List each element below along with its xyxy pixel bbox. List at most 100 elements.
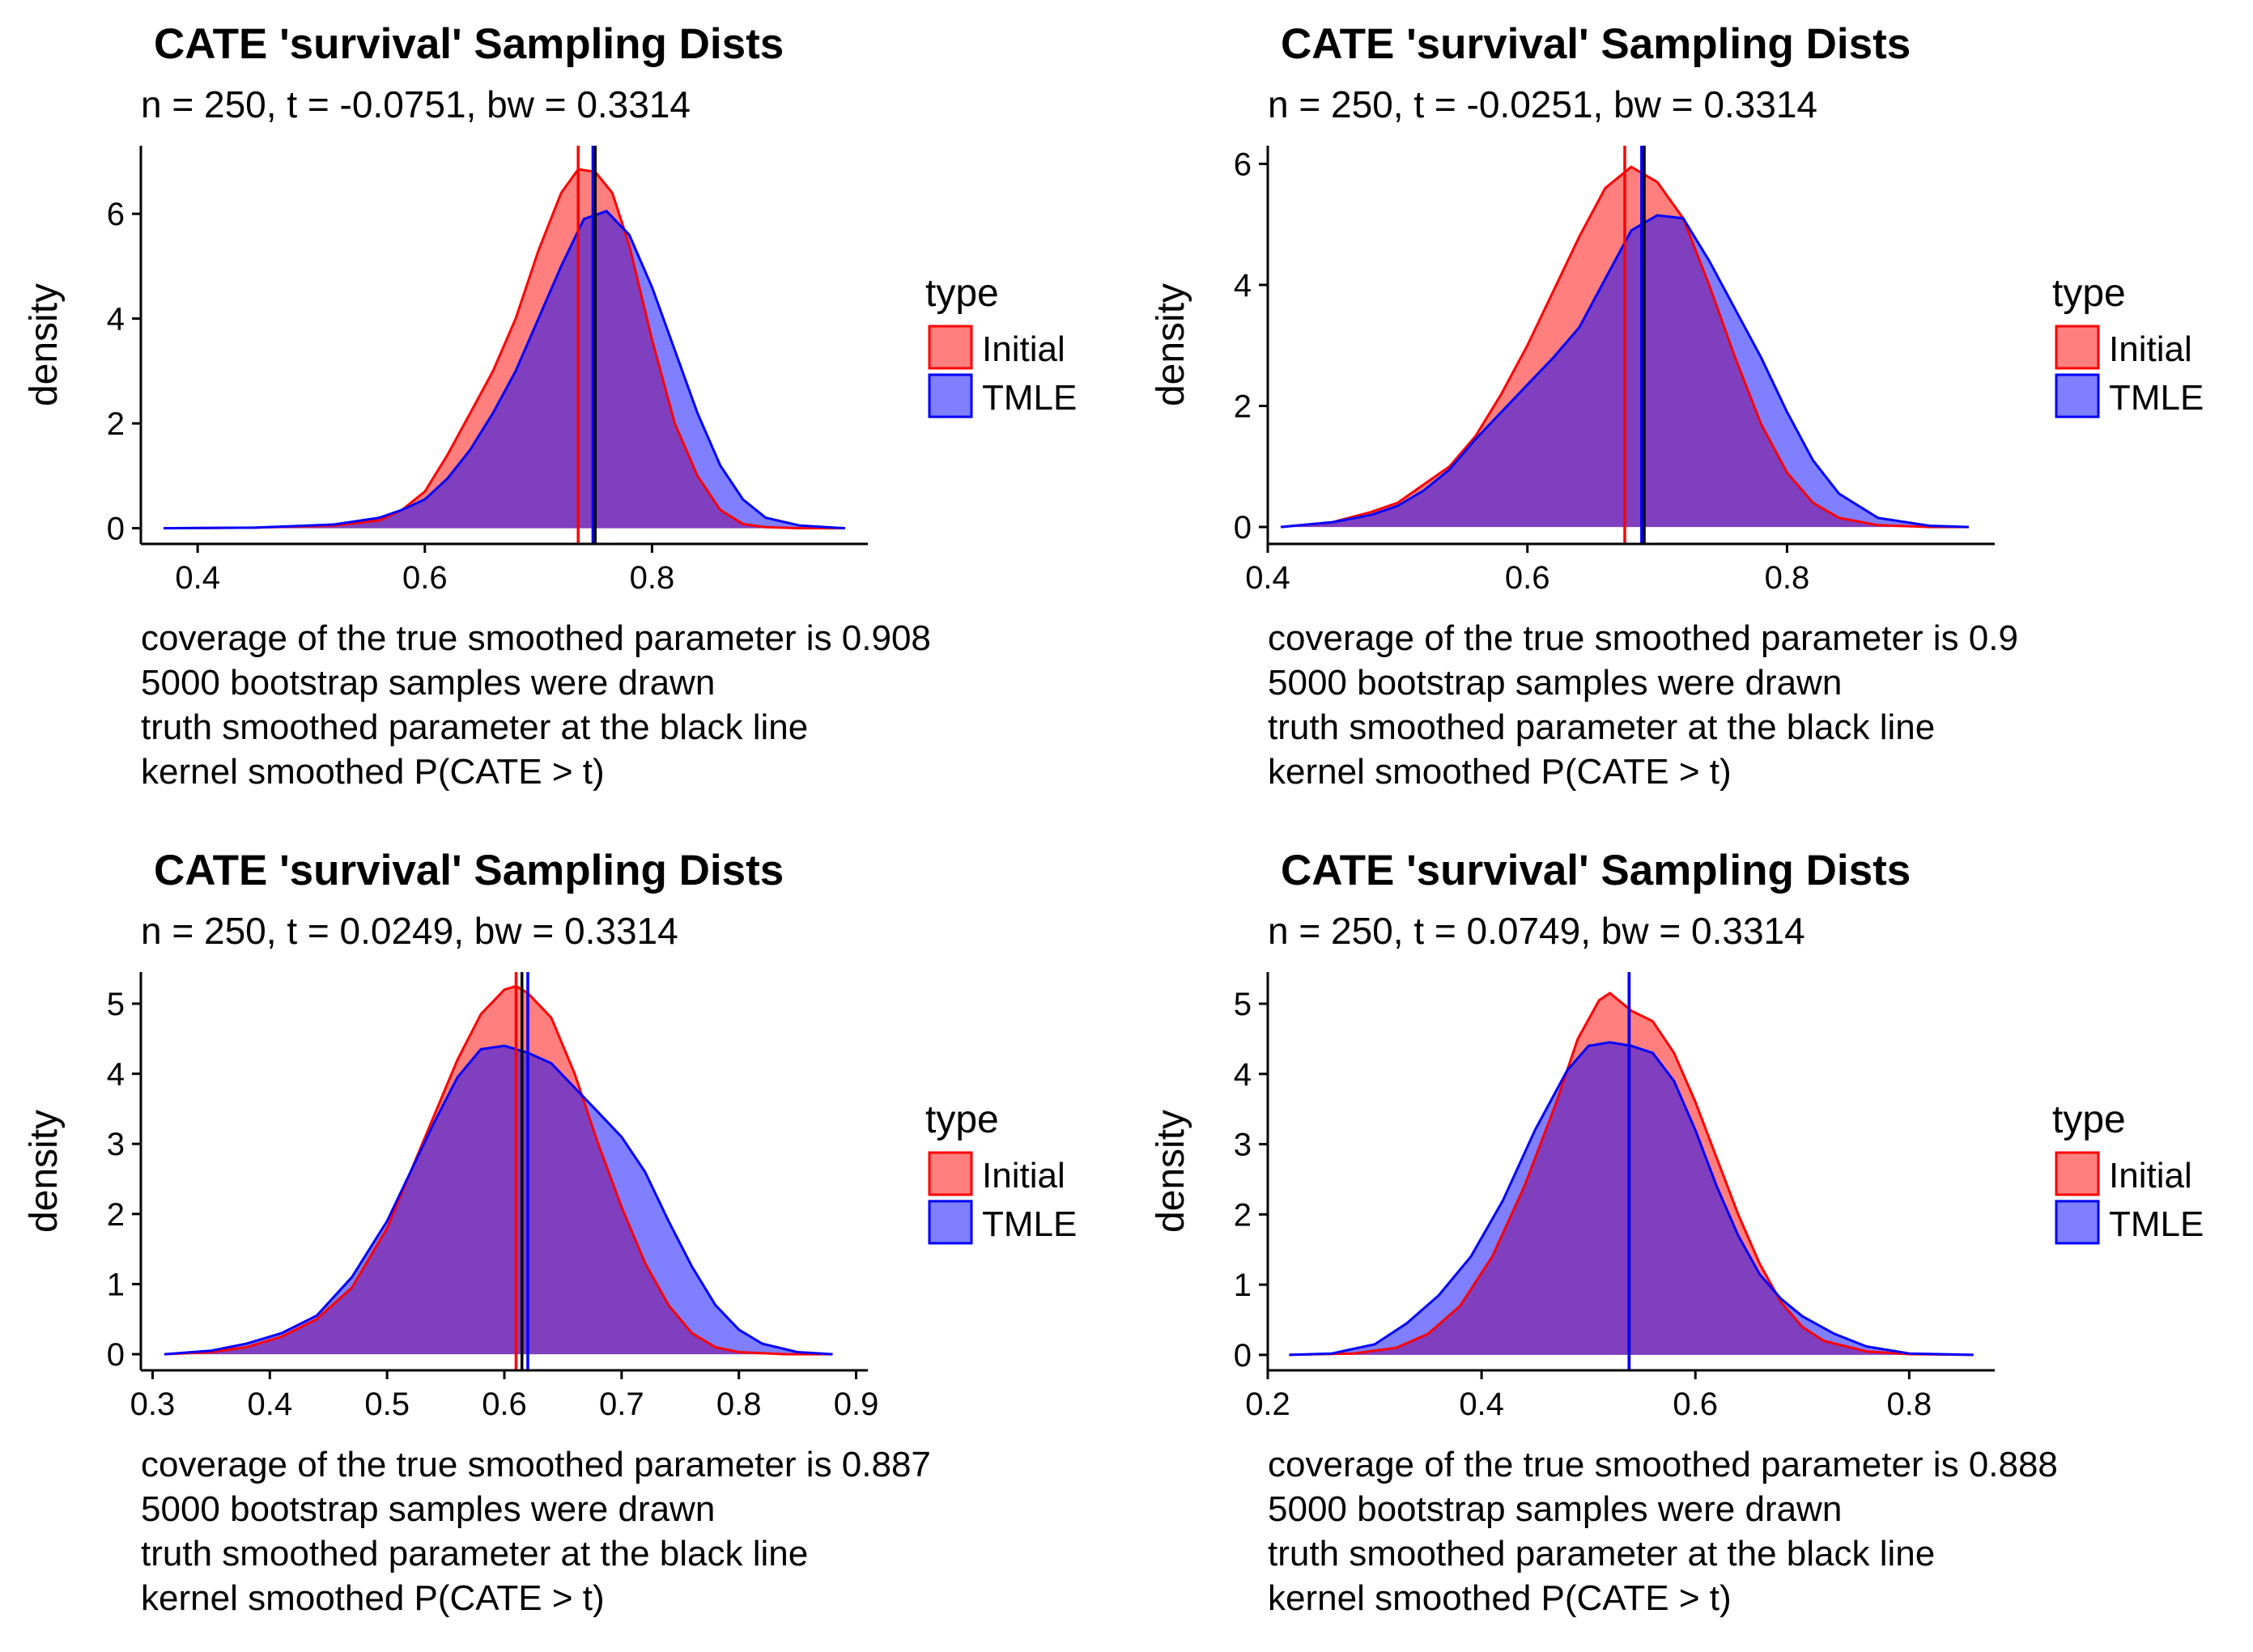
caption-line-3: truth smoothed parameter at the black li… [141, 707, 808, 747]
legend-label-initial: Initial [982, 329, 1065, 369]
chart-title: CATE 'survival' Sampling Dists [154, 847, 784, 894]
x-tick-label: 0.6 [482, 1387, 527, 1422]
y-tick-label: 4 [107, 302, 125, 338]
chart-subtitle: n = 250, t = -0.0251, bw = 0.3314 [1268, 83, 1817, 125]
chart-subtitle: n = 250, t = 0.0249, bw = 0.3314 [141, 910, 678, 952]
density-outline-initial [1289, 992, 1974, 1357]
caption-line-1: coverage of the true smoothed parameter … [141, 1445, 931, 1484]
x-tick-label: 0.8 [1887, 1387, 1932, 1422]
chart-panel-3: CATE 'survival' Sampling Dists n = 250, t… [0, 826, 1126, 1652]
legend-key-tmle [928, 373, 973, 418]
x-tick-label: 0.2 [1245, 1387, 1290, 1422]
legend: type Initial TMLE [2052, 1098, 2204, 1245]
legend-title: type [925, 272, 999, 315]
legend-label-initial: Initial [982, 1156, 1065, 1195]
x-tick-label: 0.4 [175, 560, 220, 596]
legend-title: type [2052, 1098, 2126, 1141]
chart-subtitle: n = 250, t = 0.0749, bw = 0.3314 [1268, 910, 1805, 952]
x-tick-label: 0.8 [716, 1387, 762, 1422]
legend-key-initial [928, 325, 973, 370]
x-tick-label: 0.8 [1765, 560, 1810, 596]
x-tick-label: 0.4 [1459, 1387, 1504, 1422]
legend-label-initial: Initial [2109, 1156, 2192, 1195]
legend-title: type [925, 1098, 999, 1141]
y-tick-label: 2 [1234, 389, 1252, 425]
chart-panel-2: CATE 'survival' Sampling Dists n = 250, t… [1127, 0, 2253, 826]
legend-label-tmle: TMLE [982, 1204, 1077, 1244]
y-tick-label: 0 [1234, 510, 1252, 546]
legend-label-tmle: TMLE [2109, 1204, 2204, 1244]
legend-key-initial [2055, 325, 2100, 370]
x-tick-label: 0.7 [599, 1387, 644, 1422]
y-axis-label: density [1150, 1110, 1192, 1233]
y-tick-label: 6 [107, 197, 125, 232]
caption-line-1: coverage of the true smoothed parameter … [141, 618, 931, 658]
legend-key-initial [928, 1151, 973, 1196]
chart-3-svg: CATE 'survival' Sampling Dists n = 250, t… [23, 847, 1077, 1618]
y-tick-label: 1 [107, 1267, 125, 1302]
caption-line-2: 5000 bootstrap samples were drawn [141, 1489, 715, 1529]
y-tick-label: 0 [107, 512, 125, 547]
caption-line-2: 5000 bootstrap samples were drawn [1268, 663, 1842, 703]
y-tick-label: 2 [107, 406, 125, 442]
y-tick-label: 4 [1234, 1057, 1252, 1093]
legend-key-tmle [2055, 373, 2100, 418]
x-tick-label: 0.3 [130, 1387, 176, 1422]
caption-line-1: coverage of the true smoothed parameter … [1268, 1445, 2058, 1484]
caption-line-3: truth smoothed parameter at the black li… [141, 1534, 808, 1573]
legend-key-tmle [928, 1200, 973, 1245]
y-tick-label: 5 [107, 987, 125, 1022]
caption-line-4: kernel smoothed P(CATE > t) [1268, 752, 1732, 792]
legend-label-tmle: TMLE [982, 378, 1077, 418]
y-tick-label: 2 [107, 1197, 125, 1233]
legend: type Initial TMLE [925, 272, 1077, 418]
chart-title: CATE 'survival' Sampling Dists [1281, 20, 1911, 68]
density-area-tmle [1289, 1042, 1974, 1355]
chart-4-svg: CATE 'survival' Sampling Dists n = 250, t… [1150, 847, 2204, 1618]
y-tick-label: 6 [1234, 147, 1252, 182]
caption-line-4: kernel smoothed P(CATE > t) [141, 1578, 605, 1618]
x-tick-label: 0.4 [248, 1387, 293, 1422]
density-area-tmle [164, 1046, 833, 1355]
x-tick-label: 0.6 [1673, 1387, 1718, 1422]
x-tick-label: 0.6 [1505, 560, 1550, 596]
legend-key-initial [2055, 1151, 2100, 1196]
caption-line-3: truth smoothed parameter at the black li… [1268, 707, 1935, 747]
caption-line-2: 5000 bootstrap samples were drawn [1268, 1489, 1842, 1529]
y-axis-label: density [23, 283, 66, 406]
chart-1-svg: CATE 'survival' Sampling Dists n = 250, t… [23, 20, 1077, 792]
y-tick-label: 1 [1234, 1268, 1252, 1303]
y-tick-label: 3 [107, 1127, 125, 1162]
y-axis-label: density [23, 1110, 66, 1233]
density-outline-tmle [1280, 214, 1969, 529]
y-tick-label: 0 [1234, 1338, 1252, 1374]
x-tick-label: 0.5 [364, 1387, 410, 1422]
x-tick-label: 0.9 [834, 1387, 879, 1422]
legend-title: type [2052, 272, 2126, 315]
caption-line-3: truth smoothed parameter at the black li… [1268, 1534, 1935, 1573]
caption-line-4: kernel smoothed P(CATE > t) [1268, 1578, 1732, 1618]
legend-label-initial: Initial [2109, 329, 2192, 369]
density-outline-tmle [164, 210, 845, 530]
legend: type Initial TMLE [925, 1098, 1077, 1245]
y-tick-label: 3 [1234, 1128, 1252, 1163]
chart-title: CATE 'survival' Sampling Dists [1281, 847, 1911, 894]
chart-panel-4: CATE 'survival' Sampling Dists n = 250, t… [1127, 826, 2253, 1652]
legend: type Initial TMLE [2052, 272, 2204, 418]
chart-subtitle: n = 250, t = -0.0751, bw = 0.3314 [141, 83, 691, 125]
chart-title: CATE 'survival' Sampling Dists [154, 20, 784, 68]
y-axis-label: density [1150, 283, 1192, 406]
caption-line-1: coverage of the true smoothed parameter … [1268, 618, 2018, 658]
x-tick-label: 0.6 [402, 560, 448, 596]
density-outline-tmle [1289, 1041, 1974, 1357]
legend-label-tmle: TMLE [2109, 378, 2204, 418]
x-tick-label: 0.4 [1245, 560, 1290, 596]
y-tick-label: 5 [1234, 987, 1252, 1022]
caption-line-2: 5000 bootstrap samples were drawn [141, 663, 715, 703]
y-tick-label: 4 [107, 1057, 125, 1093]
legend-key-tmle [2055, 1200, 2100, 1245]
y-tick-label: 0 [107, 1337, 125, 1373]
x-tick-label: 0.8 [630, 560, 675, 596]
chart-2-svg: CATE 'survival' Sampling Dists n = 250, t… [1150, 20, 2204, 792]
density-area-tmle [164, 210, 845, 529]
